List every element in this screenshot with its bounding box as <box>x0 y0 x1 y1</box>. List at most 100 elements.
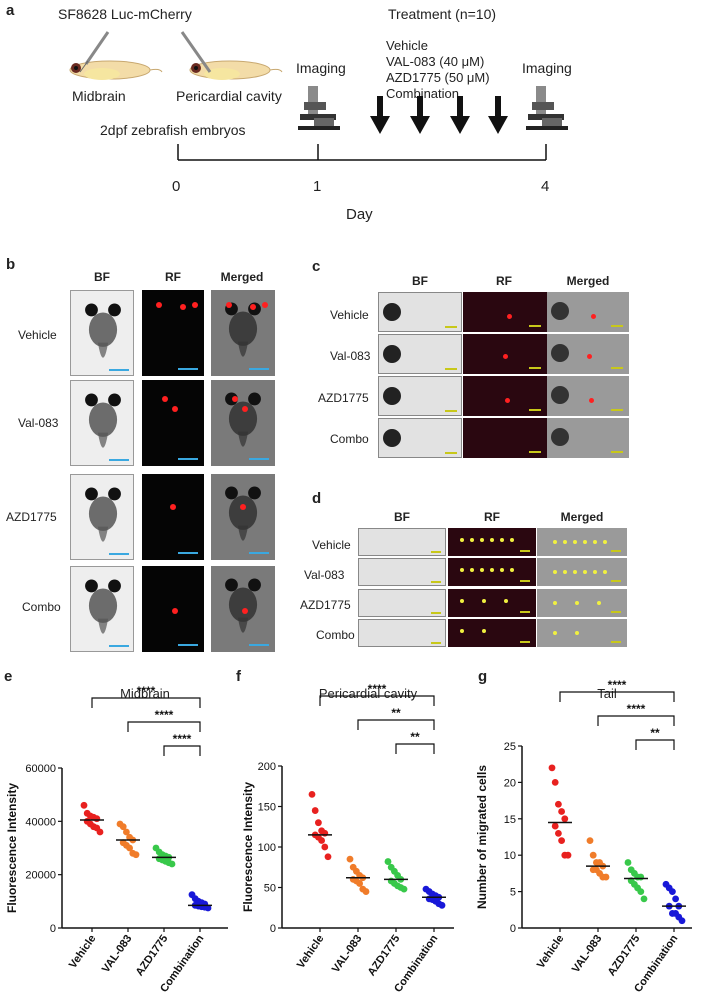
scale-bar <box>520 580 530 582</box>
embryo-pericardial-injection <box>180 31 283 80</box>
panel-d-row-combo: Combo <box>316 628 355 642</box>
panel-d-label: d <box>312 490 322 507</box>
panel-b-label: b <box>6 256 16 273</box>
panel-b-col-bf: BF <box>94 270 110 284</box>
scale-bar <box>431 642 441 644</box>
tumor-signal <box>242 406 248 412</box>
panel-b-rf-image <box>142 474 204 560</box>
y-tick-label: 60000 <box>25 763 56 775</box>
significance-label: **** <box>173 732 192 746</box>
scale-bar <box>520 641 530 643</box>
panel-c-merged-image <box>547 376 629 416</box>
data-point <box>602 873 610 881</box>
data-point <box>119 823 127 831</box>
panel-c-merged-image <box>547 418 629 458</box>
y-tick-label: 0 <box>270 923 276 935</box>
data-point <box>384 858 392 865</box>
larva-silhouette <box>85 393 121 448</box>
tumor-signal <box>240 504 246 510</box>
data-point <box>561 815 569 823</box>
migrated-cell-arrow <box>553 601 557 605</box>
panel-c-merged-image <box>547 292 629 332</box>
x-tick-label: AZD1775 <box>606 933 643 978</box>
migrated-cell-arrow <box>510 568 514 572</box>
significance-bracket <box>635 739 675 750</box>
x-tick-label: AZD1775 <box>366 933 403 978</box>
larva-head <box>551 428 569 446</box>
significance-bracket <box>395 743 435 754</box>
migrated-cell-arrow <box>482 599 486 603</box>
panel-d-row-azd1775: AZD1775 <box>300 598 351 612</box>
larva-silhouette <box>225 486 261 541</box>
migrated-cell-arrow <box>575 631 579 635</box>
panel-d-bf-image <box>358 619 446 647</box>
chart-midbrain: Midbrain Fluorescence Intensity 0 20000 4000… <box>5 684 228 995</box>
imaging-label-2: Imaging <box>522 60 572 76</box>
larva-head <box>383 387 401 405</box>
y-tick-label: 20000 <box>25 870 56 882</box>
tumor-signal <box>250 304 256 310</box>
significance-bracket <box>127 721 201 732</box>
y-axis-label: Number of migrated cells <box>475 765 489 909</box>
x-tick-label: VAL-083 <box>570 933 605 975</box>
panel-c-col-rf: RF <box>496 274 512 288</box>
panel-c-bf-image <box>378 292 462 332</box>
data-point <box>311 807 319 814</box>
data-point <box>637 888 645 895</box>
significance-label: **** <box>627 702 646 716</box>
larva-head <box>551 386 569 404</box>
y-tick-label: 25 <box>504 741 516 753</box>
migrated-cell-arrow <box>573 540 577 544</box>
imaging-label-1: Imaging <box>296 60 346 76</box>
scale-bar <box>611 611 621 613</box>
significance-bracket <box>319 695 435 706</box>
panel-b-bf-image <box>70 290 134 376</box>
panel-d-merged-image <box>537 589 627 617</box>
chart-title: Midbrain <box>120 686 170 701</box>
data-point <box>438 901 446 909</box>
panel-f-label: f <box>236 668 241 685</box>
tumor-signal <box>172 406 178 412</box>
migrated-cell-arrow <box>482 629 486 633</box>
scale-bar <box>529 367 541 369</box>
tumor-signal <box>170 504 176 510</box>
scale-bar <box>249 644 269 646</box>
migrated-cell-arrow <box>490 538 494 542</box>
data-point <box>548 764 556 772</box>
scale-bar <box>109 553 129 555</box>
data-point <box>315 819 322 827</box>
data-point <box>640 895 648 903</box>
y-tick-label: 20 <box>504 777 516 789</box>
x-tick-label: Vehicle <box>295 933 327 971</box>
data-point <box>589 851 597 859</box>
panel-d-col-bf: BF <box>394 510 410 524</box>
y-tick-label: 50 <box>264 883 276 895</box>
scale-bar <box>611 641 621 643</box>
panel-c-bf-image <box>378 376 462 416</box>
scale-bar <box>611 409 623 411</box>
scale-bar <box>109 645 129 647</box>
significance-bracket <box>91 697 201 708</box>
panel-d-bf-image <box>358 558 446 586</box>
y-tick-label: 15 <box>504 814 516 826</box>
panel-c-bf-image <box>378 334 462 374</box>
x-tick-label: Vehicle <box>535 933 567 971</box>
panel-d-col-merged: Merged <box>560 510 604 524</box>
migrated-cell-arrow <box>500 538 504 542</box>
scale-bar <box>529 451 541 453</box>
panel-c-merged-image <box>547 334 629 374</box>
panel-c-rf-image <box>463 376 547 416</box>
migrated-cell-arrow <box>593 570 597 574</box>
data-point <box>362 888 370 895</box>
scale-bar <box>611 550 621 552</box>
migrated-cell-arrow <box>470 538 474 542</box>
panel-d-row-vehicle: Vehicle <box>312 538 351 552</box>
scale-bar <box>529 409 541 411</box>
treatment-azd1775: AZD1775 (50 μM) <box>386 70 490 85</box>
scale-bar <box>249 552 269 554</box>
y-axis-label: Fluorescence Intensity <box>241 782 255 912</box>
data-point <box>558 837 565 845</box>
x-tick-label: Vehicle <box>67 933 99 971</box>
migrated-cell-arrow <box>603 540 607 544</box>
panel-d-row-val083: Val-083 <box>304 568 345 582</box>
